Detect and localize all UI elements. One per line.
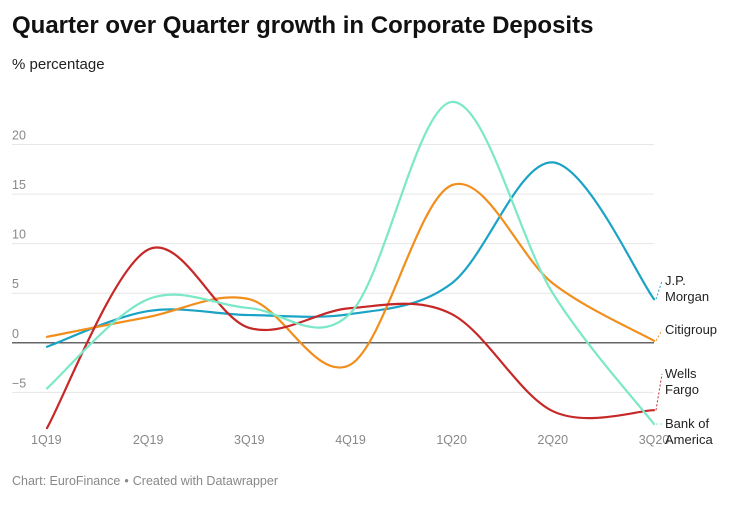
x-tick-label: 4Q19	[335, 433, 366, 447]
legend-label-line: Morgan	[665, 289, 709, 304]
series-line-j-p-morgan	[45, 161, 656, 348]
grid-lines	[12, 144, 654, 393]
legend-label-line: Fargo	[665, 382, 699, 397]
legend-label: Wells Fargo	[665, 366, 699, 397]
legend-connector	[655, 280, 663, 300]
x-tick-label: 3Q19	[234, 433, 265, 447]
x-tick-label: 2Q20	[538, 433, 569, 447]
legend-label-line: Bank of	[665, 416, 709, 431]
x-axis: 1Q19 2Q19 3Q19 4Q19 1Q20 2Q20 3Q20	[31, 433, 669, 447]
series-line-wells-fargo	[45, 246, 656, 430]
x-tick-label: 3Q20	[639, 433, 670, 447]
series-line-citigroup	[45, 182, 656, 369]
footer-created-with: Created with Datawrapper	[132, 474, 278, 488]
legend: J.P. Morgan Citigroup Wells Fargo Bank of Amer…	[655, 273, 717, 447]
series-lines	[45, 100, 656, 430]
legend-label-line: Wells	[665, 366, 697, 381]
legend-label: J.P. Morgan	[665, 273, 709, 304]
y-tick-label: 0	[12, 327, 19, 341]
y-tick-label: −5	[12, 376, 26, 390]
x-tick-label: 2Q19	[133, 433, 164, 447]
legend-label-line: J.P.	[665, 273, 686, 288]
legend-label-line: Citigroup	[665, 322, 717, 337]
series-line-bank-of-america	[45, 100, 656, 426]
legend-label-line: America	[665, 432, 713, 447]
footer-source: Chart: EuroFinance	[12, 474, 121, 488]
y-tick-label: 20	[12, 129, 26, 143]
chart-footer: Chart: EuroFinance • Created with Datawrap…	[12, 474, 278, 488]
legend-label: Bank of America	[665, 416, 713, 447]
y-axis: −5 0 5 10 15 20	[12, 129, 26, 391]
y-tick-label: 10	[12, 228, 26, 242]
chart-title: Quarter over Quarter growth in Corporate…	[12, 12, 594, 39]
footer-separator: •	[124, 474, 129, 488]
x-tick-label: 1Q19	[31, 433, 62, 447]
y-tick-label: 15	[12, 178, 26, 192]
legend-connector	[655, 373, 663, 411]
legend-label: Citigroup	[665, 322, 717, 337]
chart-subtitle: % percentage	[12, 56, 105, 73]
legend-connector	[655, 329, 663, 342]
y-tick-label: 5	[12, 277, 19, 291]
x-tick-label: 1Q20	[436, 433, 467, 447]
